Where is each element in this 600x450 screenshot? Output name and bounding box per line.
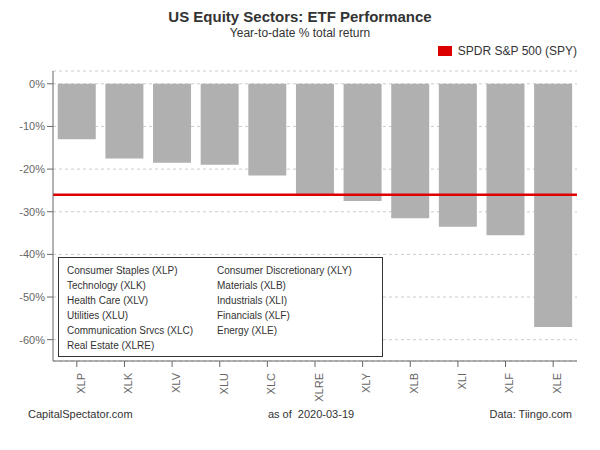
html-text:CapitalSpectator.com: CapitalSpectator.com bbox=[28, 408, 133, 420]
html-text:SPDR S&P 500 (SPY): SPDR S&P 500 (SPY) bbox=[457, 44, 577, 58]
svg-text:XLP: XLP bbox=[75, 373, 87, 394]
svg-text:-10%: -10% bbox=[19, 120, 45, 132]
svg-text:XLY: XLY bbox=[360, 372, 372, 393]
svg-text:XLK: XLK bbox=[122, 372, 134, 393]
svg-text:XLV: XLV bbox=[170, 372, 182, 393]
html-text:Utilities (XLU): Utilities (XLU) bbox=[67, 310, 129, 321]
html-text:Consumer Discretionary (XLY): Consumer Discretionary (XLY) bbox=[217, 265, 352, 276]
svg-text:XLU: XLU bbox=[218, 373, 230, 394]
svg-text:-20%: -20% bbox=[19, 163, 45, 175]
svg-text:XLF: XLF bbox=[503, 373, 515, 393]
html-text:Energy (XLE): Energy (XLE) bbox=[217, 325, 277, 336]
svg-text:XLE: XLE bbox=[551, 373, 563, 394]
html-text:Financials (XLF): Financials (XLF) bbox=[217, 310, 290, 321]
svg-text:-40%: -40% bbox=[19, 248, 45, 260]
html-text:Industrials (XLI): Industrials (XLI) bbox=[217, 295, 287, 306]
svg-text:XLB: XLB bbox=[408, 373, 420, 394]
svg-text:-60%: -60% bbox=[19, 334, 45, 346]
svg-text:0%: 0% bbox=[29, 78, 45, 90]
html-text:Year-to-date % total return: Year-to-date % total return bbox=[229, 26, 371, 40]
svg-text:-30%: -30% bbox=[19, 206, 45, 218]
html-text:Real Estate (XLRE): Real Estate (XLRE) bbox=[67, 340, 155, 351]
html-text:US Equity Sectors: ETF Perform: US Equity Sectors: ETF Performance bbox=[168, 8, 432, 25]
svg-text:XLI: XLI bbox=[456, 373, 468, 390]
svg-text:-50%: -50% bbox=[19, 291, 45, 303]
html-text:Health Care (XLV): Health Care (XLV) bbox=[67, 295, 148, 306]
html-text:Data: Tiingo.com: Data: Tiingo.com bbox=[489, 408, 572, 420]
html-text:Materials (XLB): Materials (XLB) bbox=[217, 280, 286, 291]
html-text:Communication Srvcs (XLC): Communication Srvcs (XLC) bbox=[67, 325, 194, 336]
svg-text:XLRE: XLRE bbox=[313, 373, 325, 402]
html-text:as of 2020-03-19: as of 2020-03-19 bbox=[267, 408, 355, 420]
html-text:Technology (XLK): Technology (XLK) bbox=[67, 280, 146, 291]
html-text:Consumer Staples (XLP): Consumer Staples (XLP) bbox=[67, 265, 178, 276]
svg-text:XLC: XLC bbox=[265, 373, 277, 394]
